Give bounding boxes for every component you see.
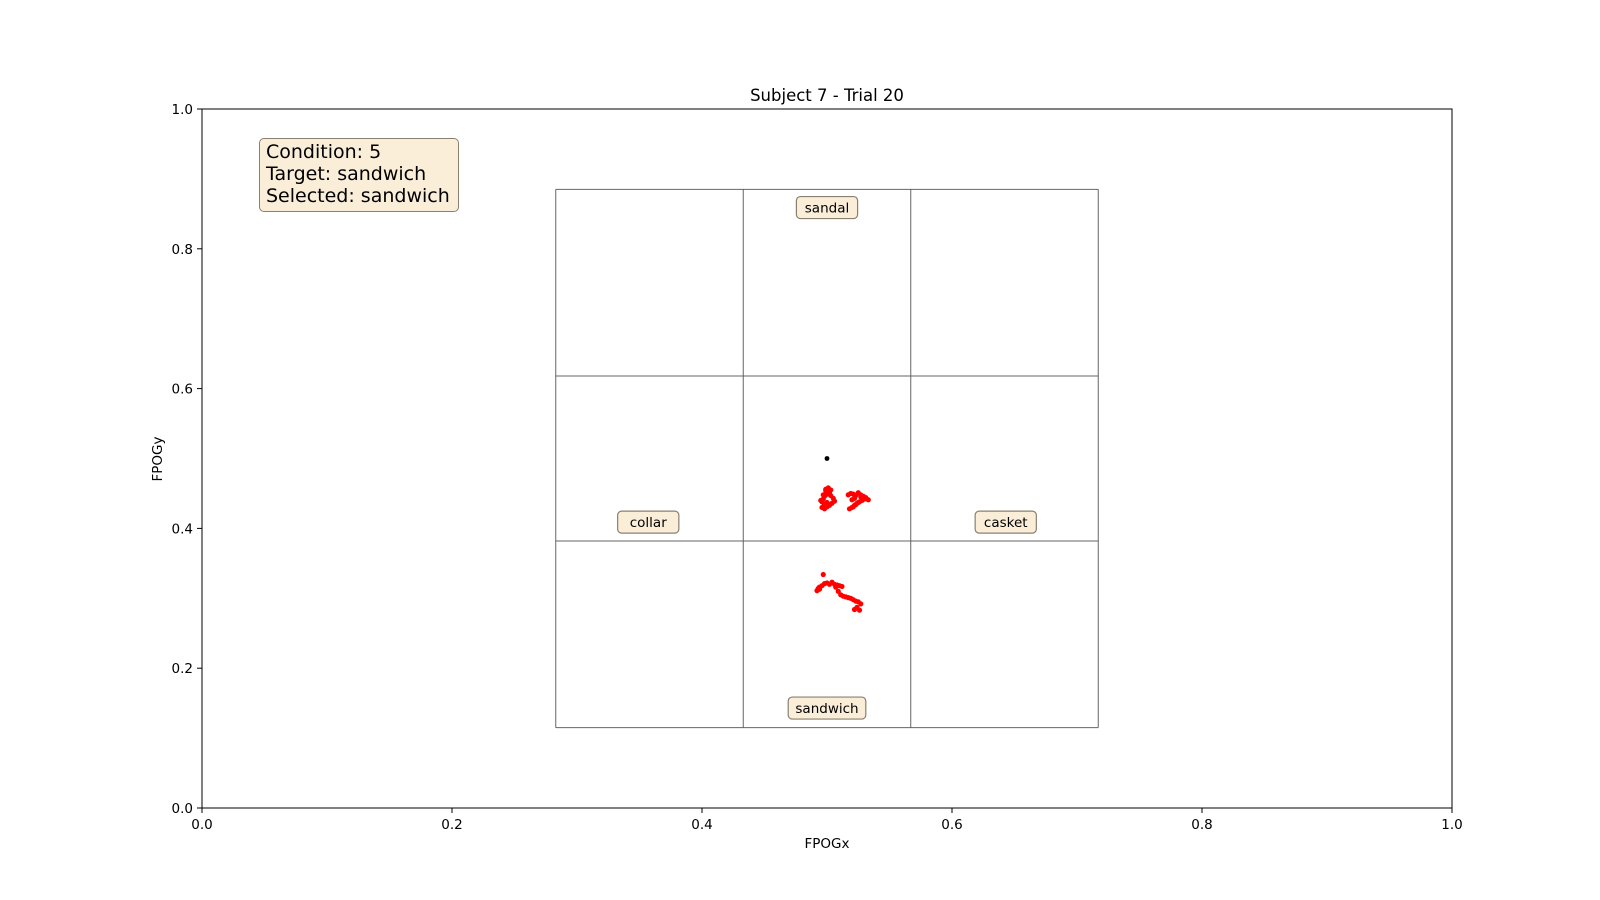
- x-axis-label: FPOGx: [805, 836, 850, 852]
- y-tick-label: 0.0: [172, 801, 193, 817]
- gaze-point: [856, 607, 863, 613]
- gaze-point: [839, 583, 845, 590]
- gaze-point: [858, 494, 864, 500]
- gaze-point: [818, 497, 824, 504]
- gaze-points: [814, 456, 871, 613]
- y-tick-label: 0.6: [172, 382, 193, 398]
- y-tick-label: 0.2: [172, 661, 193, 677]
- gaze-point: [821, 506, 828, 512]
- gaze-point: [833, 584, 839, 590]
- info-target: Target: sandwich: [266, 163, 427, 185]
- gaze-point: [823, 488, 829, 494]
- axes: 0.0 0.2 0.4 0.6 0.8 1.0 0.0 0.2 0.4 0.6 0.8 1.0: [172, 102, 1463, 833]
- info-condition: Condition: 5: [266, 141, 382, 163]
- x-tick-label: 0.4: [691, 817, 712, 833]
- gaze-point: [824, 499, 830, 506]
- item-label-sandwich: sandwich: [795, 701, 858, 717]
- item-label-box-casket: [974, 510, 1037, 534]
- gaze-point: [849, 497, 855, 503]
- gaze-point: [820, 571, 826, 578]
- chart-title: Subject 7 - Trial 20: [750, 86, 904, 105]
- y-axis-label: FPOGy: [150, 436, 166, 481]
- item-label-collar: collar: [630, 515, 667, 531]
- gaze-point: [855, 499, 861, 506]
- x-tick-label: 0.2: [441, 817, 462, 833]
- info-box: Condition: 5 Target: sandwich Selected: …: [259, 138, 459, 212]
- gaze-point: [815, 585, 821, 592]
- item-labels: sandal collar casket sandwich: [617, 195, 1037, 720]
- stimulus-grid: [555, 188, 1099, 729]
- info-selected: Selected: sandwich: [266, 185, 450, 207]
- x-tick-label: 1.0: [1441, 817, 1462, 833]
- y-tick-label: 1.0: [172, 102, 193, 118]
- gaze-point: [820, 492, 826, 498]
- item-label-casket: casket: [984, 515, 1028, 531]
- gaze-point: [851, 606, 858, 613]
- gaze-point: [858, 601, 864, 607]
- y-tick-label: 0.8: [172, 242, 193, 258]
- item-label-box-sandwich: [787, 696, 867, 720]
- plot-area-frame: [201, 108, 1453, 809]
- fixation-center-point: [824, 456, 830, 461]
- item-label-box-sandal: [795, 195, 859, 220]
- y-tick-label: 0.4: [172, 521, 193, 537]
- x-tick-label: 0.6: [941, 817, 962, 833]
- x-tick-label: 0.8: [1191, 817, 1212, 833]
- x-tick-label: 0.0: [191, 817, 212, 833]
- item-label-sandal: sandal: [805, 201, 849, 217]
- item-label-box-collar: [617, 510, 680, 534]
